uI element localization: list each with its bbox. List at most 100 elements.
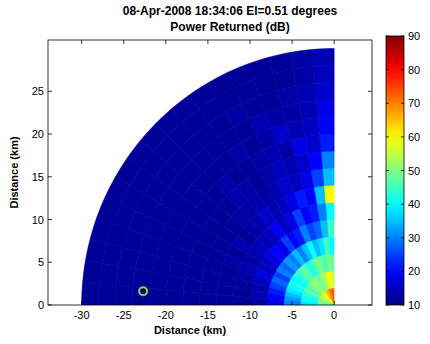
colorbar-tick bbox=[386, 136, 389, 137]
colorbar-tick bbox=[401, 170, 404, 171]
cell bbox=[293, 67, 315, 87]
cell bbox=[314, 66, 335, 84]
cell bbox=[200, 281, 218, 294]
cell bbox=[90, 217, 112, 243]
chart: -30-25-20-15-10-50051015202508-Apr-2008 … bbox=[0, 0, 430, 344]
cell bbox=[133, 269, 152, 288]
cell bbox=[317, 302, 334, 305]
cell bbox=[98, 284, 116, 305]
cell bbox=[82, 283, 100, 305]
x-tick bbox=[165, 40, 166, 44]
y-tick bbox=[368, 305, 372, 306]
cell bbox=[318, 301, 335, 305]
y-tick bbox=[368, 134, 372, 135]
colorbar-tick-label: 60 bbox=[408, 131, 420, 143]
colorbar-tick-label: 20 bbox=[408, 265, 420, 277]
subtitle: Power Returned (dB) bbox=[170, 20, 289, 34]
title: 08-Apr-2008 18:34:06 El=0.51 degrees bbox=[123, 4, 338, 18]
y-tick bbox=[368, 262, 372, 263]
x-tick bbox=[123, 40, 124, 44]
x-tick-label: -25 bbox=[116, 309, 132, 321]
cell bbox=[250, 298, 267, 305]
colorbar-tick bbox=[401, 237, 404, 238]
cell bbox=[267, 299, 284, 305]
x-tick-label: -10 bbox=[242, 309, 258, 321]
y-tick bbox=[48, 134, 52, 135]
colorbar-tick-label: 70 bbox=[408, 97, 420, 109]
x-tick bbox=[334, 40, 335, 44]
cell bbox=[150, 272, 169, 290]
cell bbox=[199, 293, 216, 305]
x-tick bbox=[249, 301, 250, 305]
cell bbox=[290, 50, 313, 70]
cell bbox=[217, 284, 235, 296]
cell bbox=[322, 168, 334, 186]
y-tick bbox=[48, 219, 52, 220]
colorbar-tick bbox=[386, 103, 389, 104]
y-tick bbox=[368, 91, 372, 92]
colorbar-tick bbox=[386, 204, 389, 205]
cell bbox=[318, 117, 334, 135]
x-tick bbox=[207, 301, 208, 305]
colorbar-tick-label: 40 bbox=[408, 198, 420, 210]
colorbar-tick-label: 90 bbox=[408, 30, 420, 42]
y-tick bbox=[48, 91, 52, 92]
colorbar-tick bbox=[386, 305, 389, 306]
x-tick-label: -20 bbox=[158, 309, 174, 321]
cell bbox=[315, 83, 334, 101]
y-tick-label: 0 bbox=[38, 299, 44, 311]
cell bbox=[116, 266, 135, 287]
cell bbox=[132, 287, 150, 305]
y-tick-label: 5 bbox=[38, 256, 44, 268]
cell bbox=[183, 292, 200, 305]
x-tick bbox=[207, 40, 208, 44]
cell bbox=[115, 286, 133, 305]
plot-area bbox=[48, 40, 372, 305]
cell bbox=[312, 49, 334, 67]
cell bbox=[318, 299, 334, 305]
cell bbox=[296, 84, 316, 103]
colorbar-tick bbox=[386, 237, 389, 238]
x-tick-label: -5 bbox=[287, 309, 297, 321]
cell bbox=[216, 295, 233, 305]
cell bbox=[149, 289, 166, 305]
cell bbox=[183, 278, 201, 293]
colorbar-tick bbox=[401, 305, 404, 306]
colorbar-tick bbox=[386, 69, 389, 70]
x-tick bbox=[292, 40, 293, 44]
colorbar-tick bbox=[401, 36, 404, 37]
colorbar-tick bbox=[386, 170, 389, 171]
x-tick bbox=[292, 301, 293, 305]
cell bbox=[166, 275, 184, 291]
cell bbox=[233, 296, 250, 305]
colorbar-tick-label: 10 bbox=[408, 299, 420, 311]
x-tick bbox=[81, 40, 82, 44]
x-axis-title: Distance (km) bbox=[154, 324, 226, 336]
y-axis-title: Distance (km) bbox=[8, 136, 20, 208]
x-tick bbox=[165, 301, 166, 305]
colorbar-tick bbox=[401, 69, 404, 70]
x-tick bbox=[249, 40, 250, 44]
y-tick-label: 15 bbox=[32, 171, 44, 183]
y-tick-label: 25 bbox=[32, 85, 44, 97]
colorbar-tick-label: 50 bbox=[408, 165, 420, 177]
y-tick bbox=[48, 176, 52, 177]
colorbar-tick bbox=[386, 271, 389, 272]
y-tick bbox=[368, 176, 372, 177]
colorbar-tick-label: 80 bbox=[408, 64, 420, 76]
cell bbox=[300, 302, 317, 305]
cell bbox=[99, 263, 118, 285]
colorbar-tick bbox=[401, 271, 404, 272]
x-tick bbox=[81, 301, 82, 305]
axes-frame bbox=[48, 40, 372, 305]
x-tick bbox=[123, 301, 124, 305]
colorbar bbox=[386, 36, 404, 305]
colorbar-tick bbox=[401, 136, 404, 137]
x-tick-label: -30 bbox=[74, 309, 90, 321]
cell bbox=[321, 151, 334, 169]
cell bbox=[166, 290, 183, 305]
cell bbox=[299, 101, 318, 120]
cells bbox=[82, 49, 334, 305]
y-tick bbox=[368, 219, 372, 220]
colorbar-tick-label: 30 bbox=[408, 232, 420, 244]
